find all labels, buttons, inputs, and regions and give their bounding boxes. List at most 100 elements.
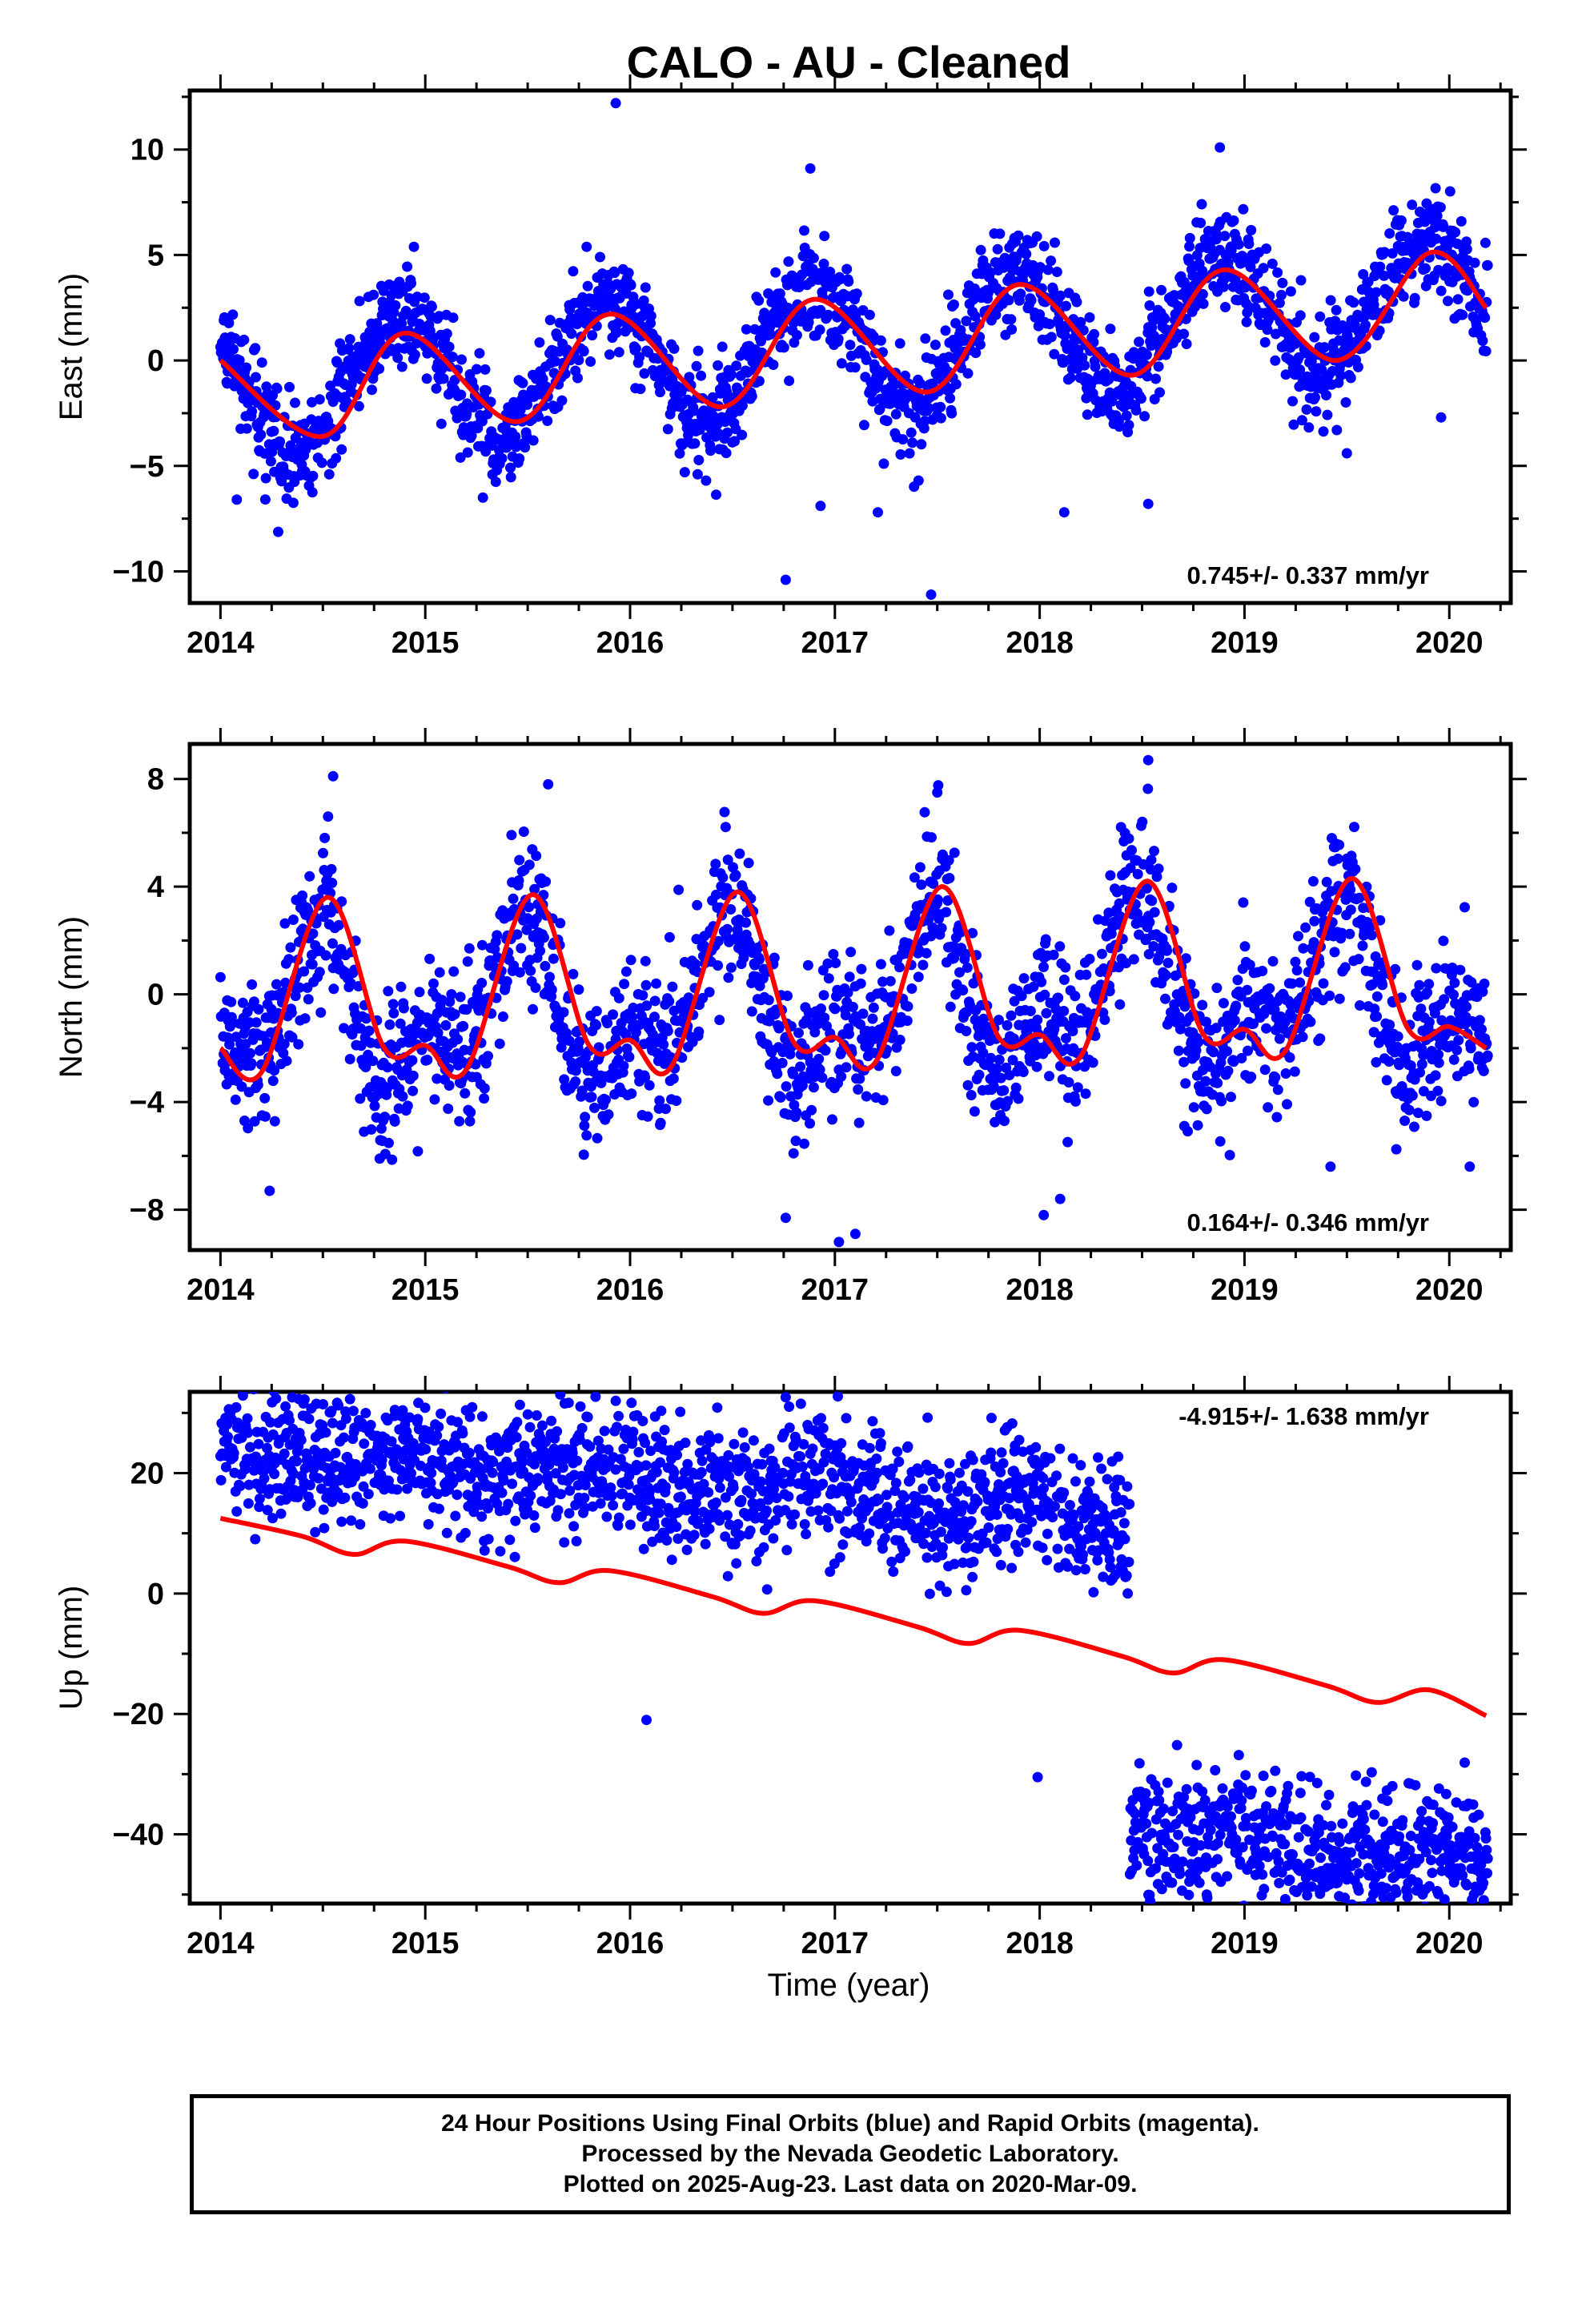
data-point [841,263,853,275]
data-point [1452,1044,1463,1055]
data-point [344,1393,355,1405]
data-point [467,1401,478,1413]
data-point [355,1093,366,1104]
data-point [1046,332,1057,343]
data-point [1154,387,1165,398]
data-point [894,1035,905,1045]
data-point [1040,934,1051,945]
data-point [514,967,525,978]
data-point [385,1513,396,1524]
data-point [452,1490,463,1500]
data-point [1431,233,1442,244]
data-point [402,261,413,272]
data-point [454,1116,465,1127]
data-point [1271,328,1281,340]
data-point [692,468,703,480]
data-point [1061,300,1071,312]
data-point [414,987,425,998]
velocity-rate-label: 0.745+/- 0.337 mm/yr [1187,561,1429,589]
data-point [1198,298,1209,309]
data-point [1371,287,1382,298]
data-point [479,1545,490,1556]
data-point [428,978,439,989]
data-point [1291,965,1303,976]
data-point [1390,963,1401,975]
data-point [383,986,394,997]
data-point [974,339,986,350]
data-point [1036,976,1047,987]
data-point [1448,989,1459,1000]
data-point [511,1432,522,1443]
data-point [1191,1045,1202,1056]
data-point [1345,904,1356,915]
outlier-point [932,787,943,798]
data-point [250,343,261,354]
data-point [579,1120,590,1131]
data-point [1443,296,1453,307]
data-point [540,1437,552,1447]
data-point [438,373,449,384]
data-point [512,1417,523,1428]
data-point [669,1467,680,1478]
data-point [464,1116,476,1127]
data-point [1371,1011,1383,1022]
data-point [525,965,536,976]
data-point [544,971,555,983]
data-point [1304,896,1315,907]
data-point [476,1411,488,1422]
data-point [1319,342,1330,353]
data-point [361,1013,371,1024]
data-point [1006,314,1017,325]
data-point [1144,917,1155,928]
data-point [339,1492,351,1503]
outlier-point [873,507,883,518]
data-point [402,1483,413,1494]
data-point [1215,1136,1226,1147]
data-point [864,309,875,320]
data-point [455,452,466,463]
data-point [1166,883,1178,894]
data-point [514,453,525,464]
data-point [492,930,503,941]
data-point [323,468,335,480]
data-point [340,1413,351,1425]
data-point [369,1100,380,1112]
data-point [861,354,872,365]
data-point [444,1080,455,1091]
data-point [568,266,579,277]
data-point [249,1392,259,1395]
data-point [355,1519,366,1530]
data-point [1326,886,1337,897]
data-point [355,1040,367,1051]
data-point [1065,372,1076,384]
outlier-point [543,778,554,790]
y-tick-label: 0 [147,979,164,1012]
data-point [397,1091,408,1102]
data-point [689,1530,700,1541]
data-point [1435,285,1447,296]
data-point [693,1026,705,1037]
outlier-point [1142,498,1154,509]
data-point [725,369,737,380]
data-point [449,1009,460,1019]
data-point [1143,286,1154,297]
data-point [457,1428,468,1439]
data-point [1274,1033,1285,1044]
data-point [808,1082,819,1093]
data-point [853,1084,864,1095]
data-point [954,967,965,978]
data-point [1050,1003,1062,1015]
data-point [441,328,452,340]
data-point [524,902,535,913]
data-point [601,1511,612,1522]
data-point [1335,370,1347,381]
data-point [668,1073,679,1084]
plot-frame [187,88,1513,605]
data-point [884,925,895,936]
data-point [412,1146,424,1157]
data-point [535,945,546,956]
data-point [579,1493,590,1503]
data-point [531,850,542,862]
data-point [539,932,549,943]
data-point [1469,257,1480,268]
